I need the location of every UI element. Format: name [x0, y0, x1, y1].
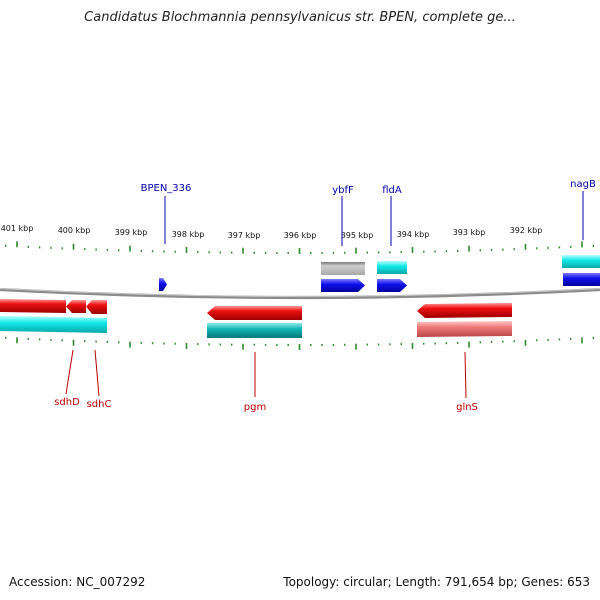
- leader-line-sdhd: [65, 349, 74, 395]
- ortholog-bar-nagb[interactable]: [562, 255, 600, 268]
- ortholog-bar-ybff[interactable]: [321, 262, 365, 275]
- topology-text: Topology: circular; Length: 791,654 bp; …: [283, 575, 590, 589]
- gene-arrow-nagb[interactable]: [563, 273, 600, 286]
- outer-tick-track: [4, 241, 594, 254]
- gene-label-ybff[interactable]: ybfF: [332, 185, 354, 196]
- kbp-label: 393 kbp: [453, 228, 486, 237]
- leader-line-sdhc: [94, 349, 100, 397]
- leader-line-glns: [464, 351, 467, 399]
- kbp-label: 395 kbp: [341, 231, 374, 240]
- inner-tick-track: [4, 336, 594, 350]
- accession-text: Accession: NC_007292: [9, 575, 146, 589]
- kbp-label: 396 kbp: [284, 231, 317, 240]
- kbp-label: 398 kbp: [172, 230, 205, 239]
- gene-label-flda[interactable]: fldA: [382, 185, 402, 196]
- gene-label-nagb[interactable]: nagB: [570, 179, 596, 190]
- gene-arrow-sdhc[interactable]: [86, 300, 107, 314]
- ortholog-bar-pgm[interactable]: [207, 323, 302, 338]
- gene-label-bpen-336[interactable]: BPEN_336: [141, 183, 192, 194]
- ortholog-bar-glns[interactable]: [417, 321, 512, 337]
- gene-arrow-flda[interactable]: [377, 279, 407, 292]
- gene-label-sdhd[interactable]: sdhD: [54, 397, 80, 408]
- genome-backbone: [0, 287, 600, 300]
- kbp-labels: 401 kbp 400 kbp 399 kbp 398 kbp 397 kbp …: [1, 224, 543, 240]
- gene-arrow-bpen-336[interactable]: [159, 278, 167, 291]
- kbp-label: 400 kbp: [58, 226, 91, 235]
- gene-arrow-sdh-left[interactable]: [0, 299, 66, 313]
- kbp-label: 397 kbp: [228, 231, 261, 240]
- gene-arrow-ybff[interactable]: [321, 279, 365, 292]
- gene-label-sdhc[interactable]: sdhC: [87, 399, 112, 410]
- map-title: Candidatus Blochmannia pennsylvanicus st…: [84, 10, 516, 25]
- kbp-label: 394 kbp: [397, 230, 430, 239]
- kbp-label: 399 kbp: [115, 228, 148, 237]
- kbp-label: 401 kbp: [1, 224, 34, 233]
- gene-label-pgm[interactable]: pgm: [244, 402, 266, 413]
- gene-label-glns[interactable]: glnS: [456, 402, 478, 413]
- ortholog-bar-sdh[interactable]: [0, 316, 107, 333]
- gene-arrow-sdhd[interactable]: [66, 300, 86, 313]
- ortholog-bar-flda[interactable]: [377, 261, 407, 274]
- gene-arrow-glns[interactable]: [417, 303, 512, 318]
- kbp-label: 392 kbp: [510, 226, 543, 235]
- gene-arrow-pgm[interactable]: [207, 306, 302, 320]
